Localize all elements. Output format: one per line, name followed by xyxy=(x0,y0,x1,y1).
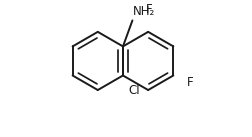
Text: NH₂: NH₂ xyxy=(133,5,155,18)
Text: F: F xyxy=(145,3,152,16)
Text: Cl: Cl xyxy=(128,84,140,97)
Text: F: F xyxy=(186,76,193,89)
